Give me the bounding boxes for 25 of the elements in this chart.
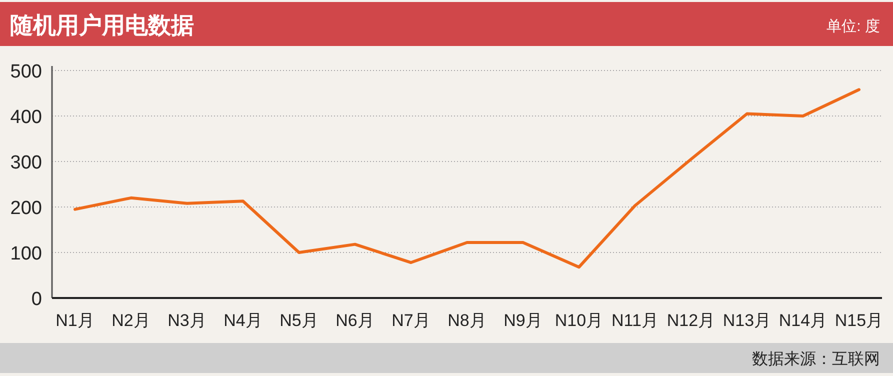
- line-series: [74, 88, 860, 269]
- x-tick-label: N1月: [56, 311, 94, 330]
- x-tick-label: N6月: [336, 311, 374, 330]
- x-tick-label: N11月: [612, 311, 658, 330]
- x-tick-label: N10月: [554, 311, 604, 330]
- x-tick-label: N4月: [224, 311, 262, 330]
- y-tick-label: 200: [10, 198, 42, 220]
- y-tick-label: 300: [10, 152, 42, 174]
- y-tick-label: 0: [31, 289, 42, 310]
- x-tick-label: N8月: [448, 311, 486, 330]
- y-tick-label: 400: [10, 107, 42, 128]
- x-tick-label: N3月: [168, 311, 206, 330]
- y-tick-label: 100: [10, 244, 42, 265]
- x-tick-label: N9月: [504, 311, 542, 330]
- y-axis-title: 单位: 度: [826, 18, 880, 35]
- y-tick-label: 500: [10, 62, 42, 83]
- x-tick-label: N7月: [392, 311, 430, 330]
- x-tick-label: N13月: [722, 311, 772, 330]
- x-tick-label: N2月: [112, 311, 150, 330]
- x-tick-label: N14月: [778, 311, 828, 330]
- source-note: 数据来源：互联网: [752, 350, 880, 368]
- x-tick-label: N12月: [666, 311, 716, 330]
- chart-title: 随机用户用电数据: [10, 12, 194, 38]
- x-tick-label: N5月: [280, 311, 318, 330]
- x-tick-label: N15月: [834, 311, 884, 330]
